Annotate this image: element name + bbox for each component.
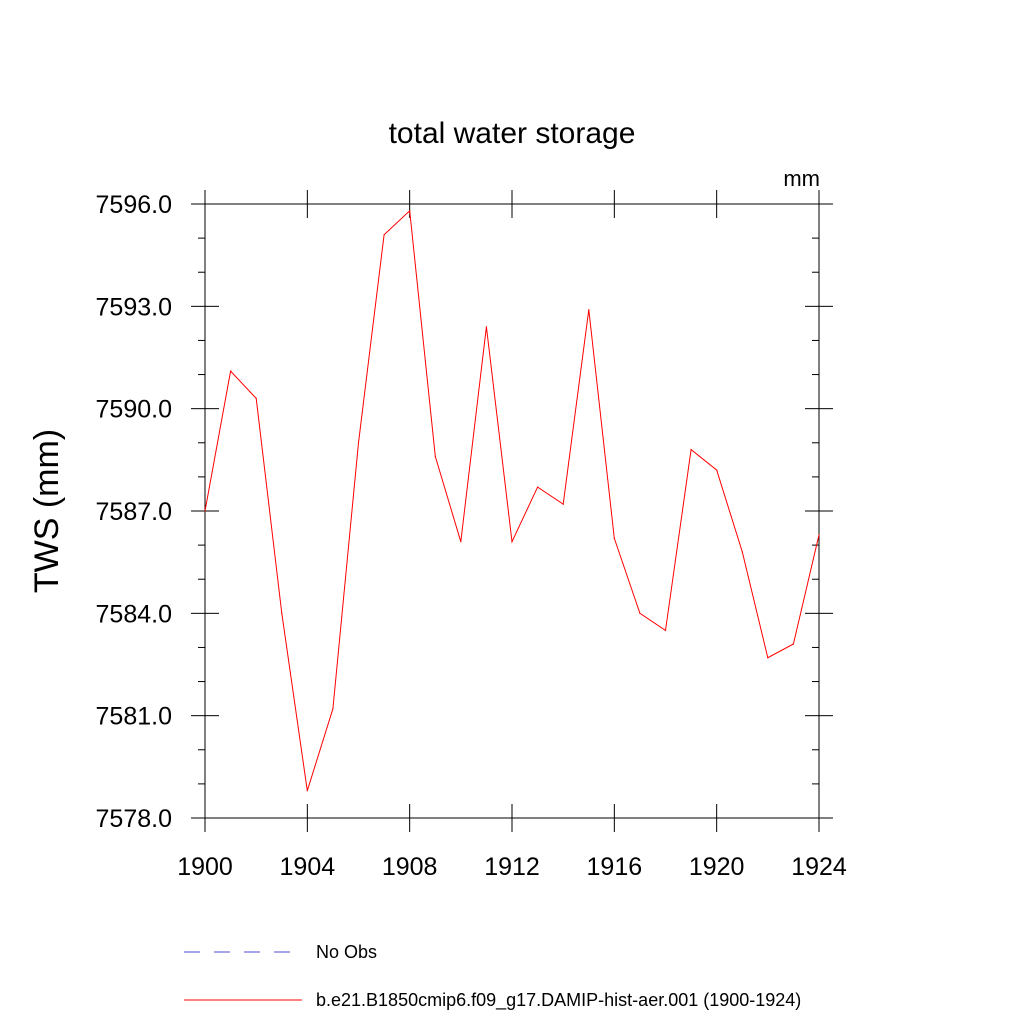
series-point — [537, 486, 539, 488]
y-tick-label: 7578.0 — [96, 805, 172, 833]
axis-ticks — [191, 190, 833, 832]
series-point — [332, 708, 334, 710]
chart-title: total water storage — [389, 117, 636, 150]
plot-frame — [204, 203, 820, 819]
y-tick-label: 7593.0 — [96, 293, 172, 321]
series-point — [664, 629, 667, 632]
series-point — [792, 643, 795, 645]
x-tick-label: 1920 — [689, 853, 745, 881]
y-tick-label: 7590.0 — [96, 396, 172, 424]
series-point — [562, 503, 564, 505]
axis-tick-labels: 1900 1904 1908 1912 1916 1920 1924 7578.0 7581.0… — [96, 191, 847, 881]
series-point — [485, 326, 487, 328]
series-line-0 — [204, 209, 820, 791]
legend-label-1: b.e21.B1850cmip6.f09_g17.DAMIP-hist-aer.… — [316, 990, 801, 1011]
y-axis-label: TWS (mm) — [28, 429, 66, 593]
x-tick-label: 1924 — [791, 853, 847, 881]
series-point — [818, 534, 820, 536]
x-tick-label: 1900 — [177, 853, 233, 881]
series-point — [281, 612, 283, 614]
x-tick-label: 1912 — [484, 853, 540, 881]
series-point — [741, 551, 743, 553]
legend: No Obs b.e21.B1850cmip6.f09_g17.DAMIP-his… — [184, 942, 801, 1011]
legend-label-0: No Obs — [316, 942, 377, 962]
series-point — [383, 234, 385, 236]
series-point — [639, 612, 641, 614]
series-point — [434, 455, 436, 457]
series-layer — [204, 209, 820, 792]
x-tick-label: 1908 — [382, 853, 438, 881]
series-point — [588, 309, 590, 311]
x-tick-label: 1904 — [280, 853, 336, 881]
series-point — [230, 370, 232, 372]
series-point — [767, 657, 769, 659]
series-point — [690, 449, 692, 451]
units-label: mm — [783, 166, 820, 191]
series-point — [511, 541, 513, 543]
series-point — [204, 510, 206, 512]
series-point — [409, 210, 411, 212]
y-tick-label: 7584.0 — [96, 600, 172, 628]
series-point — [613, 537, 615, 539]
series-point — [716, 469, 718, 471]
y-tick-label: 7581.0 — [96, 703, 172, 731]
series-point — [460, 541, 462, 543]
y-tick-label: 7596.0 — [96, 191, 172, 219]
series-point — [306, 790, 308, 792]
y-tick-label: 7587.0 — [96, 498, 172, 526]
series-point — [255, 397, 257, 399]
x-tick-label: 1916 — [587, 853, 643, 881]
series-point — [357, 442, 360, 444]
